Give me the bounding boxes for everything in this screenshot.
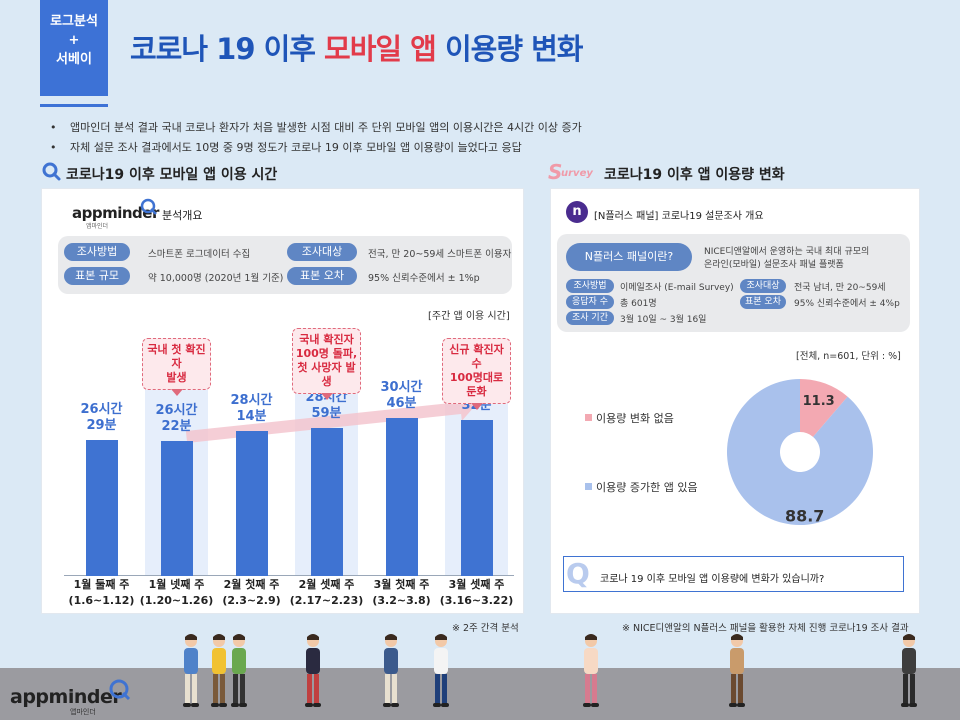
bar-value-label: 26시간 22분 [155,403,198,434]
x-tick-label: 3월 첫째 주 (3.2~3.8) [372,578,431,607]
tag-line-2: + [68,33,80,48]
event-callout: 국내 확진자 100명 돌파, 첫 사망자 발생 [292,328,361,400]
bar [85,440,118,576]
error-value: 95% 신뢰수준에서 ± 1%p [368,273,480,284]
panel-desc-1: NICE디앤알에서 운영하는 국내 최대 규모의 [704,247,870,257]
x-tick-label: 1월 둘째 주 (1.6~1.12) [68,578,135,607]
search-icon [42,162,62,186]
person-figure [302,633,324,719]
survey-period-value: 3월 10일 ~ 3월 16일 [620,315,707,325]
overview-box [58,236,512,294]
bar-chart-x-axis: 1월 둘째 주 (1.6~1.12) 1월 넷째 주 (1.20~1.26) 2월 … [64,577,514,613]
appminder-logo-sub: 앱마인더 [86,223,109,230]
chart-unit-label: [주간 앱 이용 시간] [428,311,510,322]
right-footnote: ※ NICE디앤알의 N플러스 패널을 활용한 자체 진행 코로나19 조사 결… [622,623,909,634]
event-callout: 국내 첫 확진자 발생 [142,338,211,396]
appminder-q-icon [140,198,158,220]
bar-value-label: 26시간 29분 [80,402,123,433]
x-tick-label: 2월 셋째 주 (2.17~2.23) [289,578,364,607]
person-figure [180,633,202,719]
pie-slice [727,379,873,525]
bar [385,418,418,576]
title-part1: 코로나 19 이후 [130,32,325,66]
sample-value: 약 10,000명 (2020년 1월 기준) [148,273,284,284]
ground-strip [0,668,960,720]
legend-label-increased: 이용량 증가한 앱 있음 [596,481,698,494]
bullet-2: 자체 설문 조사 결과에서도 10명 중 9명 정도가 코로나 19 이후 모바… [50,138,582,158]
legend-swatch-increased [585,483,592,490]
survey-error-value: 95% 신뢰수준에서 ± 4%p [794,299,900,309]
person-figure [430,633,452,719]
right-section-heading: 코로나19 이후 앱 이용량 변화 [604,167,785,183]
method-pill: 조사방법 [64,243,130,261]
nplus-panel-pill: N플러스 패널이란? [566,243,692,271]
survey-method-pill: 조사방법 [566,279,614,293]
method-value: 스마트폰 로그데이터 수집 [148,249,251,260]
person-figure [898,633,920,719]
legend-label-no-change: 이용량 변화 없음 [596,412,674,425]
x-tick-label: 3월 셋째 주 (3.16~3.22) [439,578,514,607]
question-box [563,556,904,592]
pie-chart: 11.3 88.7 [727,379,873,525]
pie-slice [800,379,848,437]
bar-value-label: 30시간 46분 [380,380,423,411]
panel-desc-2: 온라인(모바일) 설문조사 패널 플랫폼 [704,260,844,270]
survey-method-value: 이메일조사 (E-mail Survey) [620,283,734,293]
nplus-logo-icon: n [566,201,588,223]
survey-target-pill: 조사대상 [740,279,786,293]
overview-label: 분석개요 [162,209,203,222]
person-figure [208,633,230,719]
category-tag: 로그분석 + 서베이 [40,0,108,96]
survey-s-mark: S [548,160,563,184]
question-q-mark: Q [566,557,590,590]
bar [160,441,193,576]
tag-line-1: 로그분석 [50,14,98,29]
bar [310,428,343,576]
bar [235,431,268,576]
target-pill: 조사대상 [287,243,357,261]
legend-swatch-no-change [585,414,592,421]
survey-target-value: 전국 남녀, 만 20~59세 [794,283,886,293]
page-title: 코로나 19 이후 모바일 앱 이용량 변화 [130,26,583,68]
footer-logo-q-icon [108,678,132,706]
survey-error-pill: 표본 오차 [740,295,786,309]
survey-mark: urvey [561,168,593,179]
survey-resp-pill: 응답자 수 [566,295,614,309]
bar-value-label: 28시간 14분 [230,393,273,424]
left-section-heading: 코로나19 이후 모바일 앱 이용 시간 [66,167,278,183]
survey-resp-value: 총 601명 [620,299,657,309]
left-footnote: ※ 2주 간격 분석 [452,623,519,634]
pie-unit-label: [전체, n=601, 단위 : %] [796,351,901,362]
sample-pill: 표본 규모 [64,267,130,285]
error-pill: 표본 오차 [287,267,357,285]
people-illustration [0,625,960,720]
person-figure [380,633,402,719]
person-figure [726,633,748,719]
survey-period-pill: 조사 기간 [566,311,614,325]
pie-value-label: 11.3 [803,394,835,409]
tag-underline [40,104,108,107]
survey-overview-title: [N플러스 패널] 코로나19 설문조사 개요 [594,211,764,222]
appminder-logo-small: appminder [72,204,159,222]
summary-bullets: 앱마인더 분석 결과 국내 코로나 환자가 처음 발생한 시점 대비 주 단위 … [50,118,582,158]
pie-value-label: 88.7 [785,506,824,525]
x-axis-line [64,575,514,576]
bullet-1: 앱마인더 분석 결과 국내 코로나 환자가 처음 발생한 시점 대비 주 단위 … [50,118,582,138]
tag-line-3: 서베이 [56,52,92,67]
event-callout: 신규 확진자 수 100명대로 둔화 [442,338,511,410]
title-part2: 모바일 앱 [324,32,437,66]
survey-question: 코로나 19 이후 모바일 앱 이용량에 변화가 있습니까? [600,574,825,585]
person-figure [580,633,602,719]
title-part3: 이용량 변화 [435,32,583,66]
x-tick-label: 1월 넷째 주 (1.20~1.26) [139,578,214,607]
footer-logo: appminder [10,686,122,708]
target-value: 전국, 만 20~59세 스마트폰 이용자 [368,249,512,260]
x-tick-label: 2월 첫째 주 (2.3~2.9) [222,578,281,607]
person-figure [228,633,250,719]
footer-logo-sub: 앱마인더 [70,708,96,716]
bar [460,420,493,576]
